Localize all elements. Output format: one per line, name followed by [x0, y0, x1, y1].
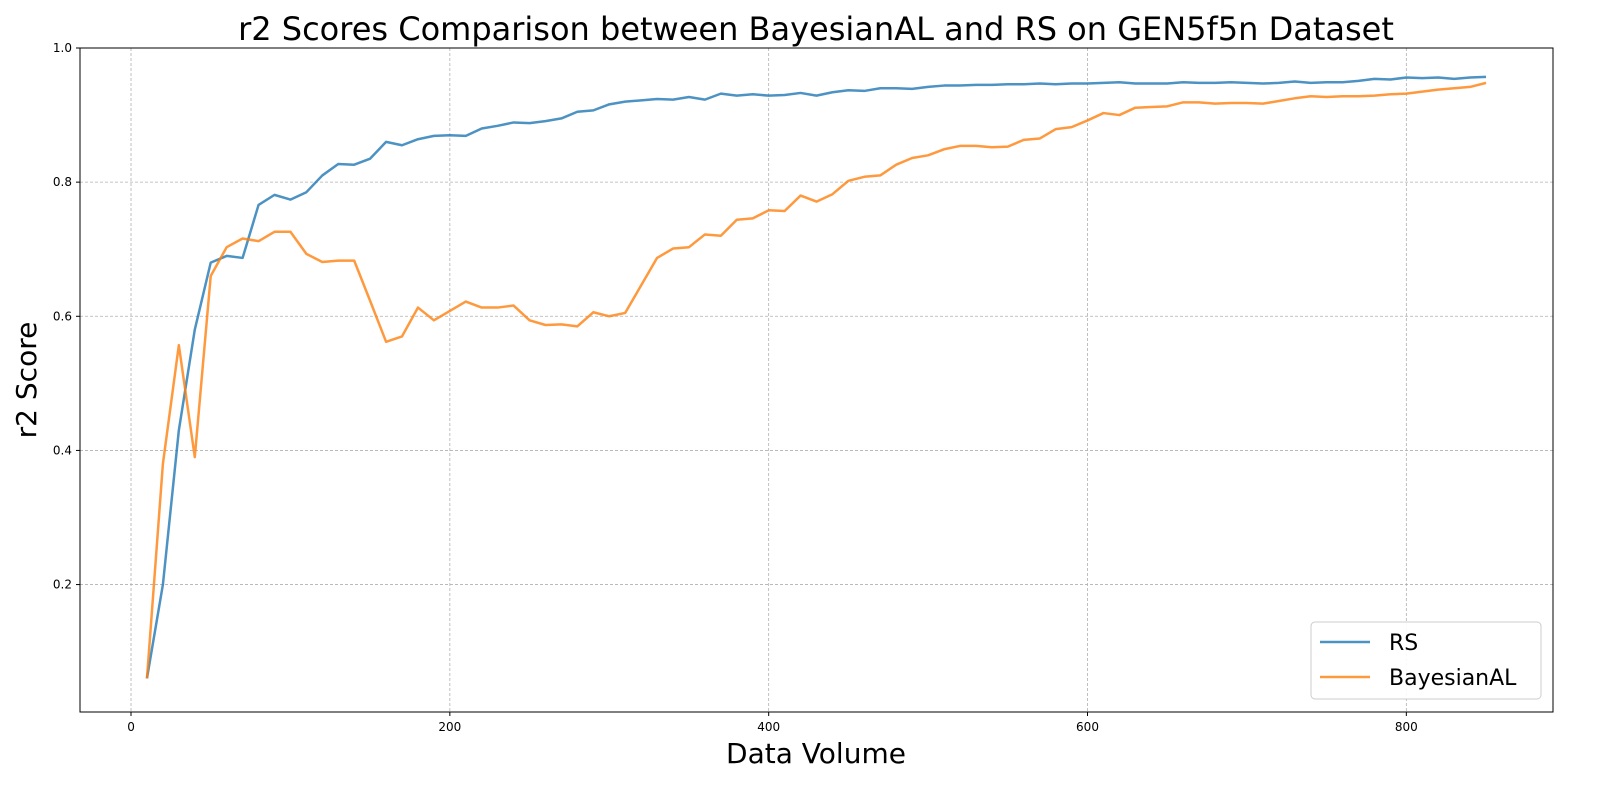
y-axis-label: r2 Score: [10, 322, 43, 439]
y-tick-label: 1.0: [53, 41, 72, 55]
series-line-rs: [145, 75, 1487, 679]
series-line-bayesianal: [145, 81, 1487, 679]
y-tick-label: 0.8: [53, 175, 72, 189]
legend-label-bayesianal: BayesianAL: [1389, 666, 1517, 691]
y-tick-label: 0.4: [53, 443, 72, 457]
x-tick-label: 400: [757, 720, 780, 734]
chart-title: r2 Scores Comparison between BayesianAL …: [238, 10, 1394, 48]
y-tick-label: 0.2: [53, 578, 72, 592]
x-tick-label: 800: [1395, 720, 1418, 734]
x-tick-label: 0: [127, 720, 135, 734]
series-lines: [145, 75, 1487, 679]
x-tick-label: 600: [1076, 720, 1099, 734]
axis-ticks: 0 200 400 600 800 0.2 0.4 0.6 0.8 1.0: [53, 41, 1418, 734]
legend-label-rs: RS: [1389, 631, 1418, 656]
y-tick-label: 0.6: [53, 309, 72, 323]
x-tick-label: 200: [438, 720, 461, 734]
legend: RS BayesianAL: [1310, 621, 1542, 700]
x-axis-label: Data Volume: [726, 737, 906, 770]
plot-frame: [79, 47, 1554, 713]
